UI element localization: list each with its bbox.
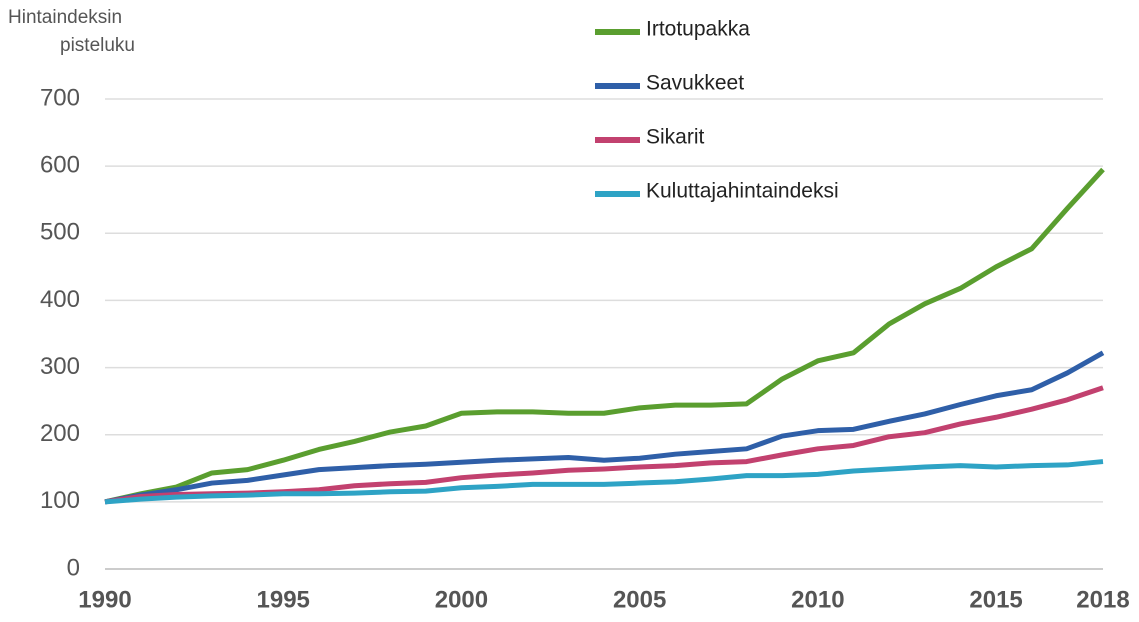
x-tick-label: 1990 — [78, 586, 131, 613]
y-tick-label: 200 — [40, 420, 80, 447]
legend-label: Kuluttajahintaindeksi — [646, 180, 839, 203]
x-tick-label: 2010 — [791, 586, 844, 613]
y-tick-label: 700 — [40, 84, 80, 111]
legend-label: Sikarit — [646, 126, 705, 149]
y-axis-label: pisteluku — [60, 35, 135, 56]
y-tick-label: 100 — [40, 487, 80, 514]
y-tick-label: 600 — [40, 151, 80, 178]
x-tick-label: 2005 — [613, 586, 666, 613]
y-tick-label: 300 — [40, 353, 80, 380]
y-tick-label: 400 — [40, 286, 80, 313]
x-tick-label: 2018 — [1076, 586, 1129, 613]
x-tick-label: 1995 — [257, 586, 310, 613]
legend-label: Irtotupakka — [646, 18, 750, 41]
series-line — [104, 459, 1104, 505]
x-tick-label: 2015 — [969, 586, 1022, 613]
legend-label: Savukkeet — [646, 72, 744, 95]
y-tick-label: 0 — [67, 554, 80, 581]
y-tick-label: 500 — [40, 219, 80, 246]
series-line — [104, 167, 1105, 505]
series-line — [104, 350, 1105, 505]
x-tick-label: 2000 — [435, 586, 488, 613]
y-axis-label: Hintaindeksin — [8, 7, 122, 28]
